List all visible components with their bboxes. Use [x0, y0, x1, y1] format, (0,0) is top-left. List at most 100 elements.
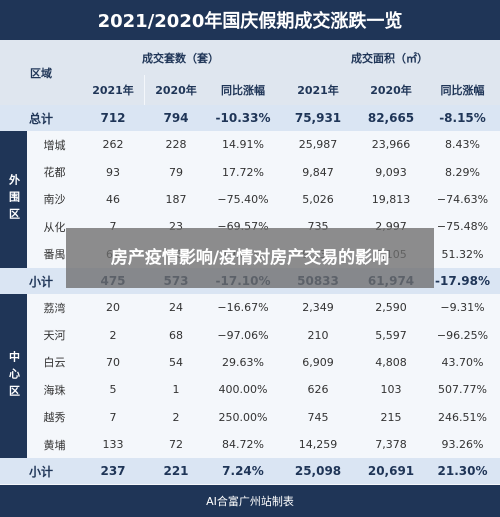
- cell: 24: [169, 301, 183, 315]
- cell: 507.77%: [438, 383, 487, 397]
- row-label: 白云: [43, 356, 66, 370]
- row-label: 总计: [28, 111, 53, 126]
- header-column: 同比涨幅: [207, 75, 279, 105]
- cell: 25,987: [298, 138, 338, 152]
- cell: 7: [109, 410, 117, 424]
- cell: -10.33%: [215, 111, 271, 125]
- cell: 237: [100, 464, 126, 479]
- cell: −96.25%: [436, 328, 489, 342]
- cell: 21.30%: [437, 464, 488, 479]
- cell: −9.31%: [440, 301, 485, 315]
- cell: 20: [106, 301, 120, 315]
- header-column: 2020年: [357, 75, 425, 105]
- row-label: 从化: [43, 220, 66, 234]
- cell: 79: [169, 165, 183, 179]
- cell: -8.15%: [439, 111, 486, 125]
- cell: 187: [165, 192, 187, 206]
- cell: 8.43%: [445, 138, 480, 152]
- header-group: 成交面积（㎡）: [279, 40, 500, 75]
- cell: 25,098: [294, 464, 342, 479]
- cell: 14.91%: [222, 138, 264, 152]
- cell: 70: [106, 355, 120, 369]
- cell: 215: [380, 410, 402, 424]
- row-label: 越秀: [43, 411, 66, 425]
- row-label: 荔湾: [43, 301, 66, 315]
- header-column: 同比涨幅: [425, 75, 500, 105]
- cell: 400.00%: [218, 383, 268, 397]
- summary-band: [0, 105, 500, 131]
- row-label: 海珠: [43, 383, 66, 397]
- cell: 23,966: [371, 138, 411, 152]
- cell: 9,847: [302, 165, 334, 179]
- footer: AI合富广州站制表: [0, 485, 500, 517]
- cell: 84.72%: [222, 438, 264, 452]
- cell: −97.06%: [217, 328, 269, 342]
- cell: 246.51%: [438, 410, 487, 424]
- cell: 7.24%: [222, 464, 264, 479]
- row-label: 花都: [43, 166, 66, 180]
- cell: -17.98%: [435, 274, 490, 288]
- cell: 9,093: [375, 165, 407, 179]
- cell: −16.67%: [217, 301, 269, 315]
- cell: 46: [106, 192, 120, 206]
- cell: 29.63%: [222, 355, 264, 369]
- row-label: 番禺: [43, 248, 66, 262]
- section-label: 中心区: [0, 294, 27, 459]
- row-label: 增城: [43, 138, 66, 152]
- overlay-caption: 房产疫情影响/疫情对房产交易的影响: [66, 228, 434, 288]
- cell: −75.48%: [436, 220, 489, 234]
- cell: 5,026: [302, 192, 334, 206]
- row-label: 黄埔: [43, 438, 66, 452]
- cell: 19,813: [371, 192, 411, 206]
- cell: 75,931: [294, 111, 342, 125]
- cell: 210: [307, 328, 329, 342]
- section-label: 外围区: [0, 131, 27, 268]
- summary-band: [0, 458, 500, 485]
- cell: 2: [172, 410, 180, 424]
- cell: 4,808: [375, 355, 407, 369]
- cell: 7,378: [375, 438, 407, 452]
- cell: 1: [172, 383, 180, 397]
- cell: 20,691: [367, 464, 415, 479]
- cell: 2: [109, 328, 117, 342]
- cell: 133: [102, 438, 124, 452]
- cell: 14,259: [298, 438, 338, 452]
- row-label: 小计: [28, 464, 53, 479]
- cell: 221: [163, 464, 189, 479]
- cell: 7: [109, 220, 117, 234]
- header-column: 2020年: [145, 75, 207, 105]
- header-column: 2021年: [279, 75, 357, 105]
- cell: 794: [163, 111, 189, 125]
- cell: 103: [380, 383, 402, 397]
- header-column: 2021年: [82, 75, 144, 105]
- row-label: 天河: [43, 329, 66, 343]
- cell: 43.70%: [441, 355, 484, 369]
- cell: 72: [169, 438, 183, 452]
- cell: −75.40%: [217, 192, 269, 206]
- cell: 626: [307, 383, 329, 397]
- title: 2021/2020年国庆假期成交涨跌一览: [0, 0, 500, 40]
- cell: 82,665: [367, 111, 415, 125]
- cell: 745: [307, 410, 329, 424]
- row-label: 小计: [28, 274, 53, 289]
- cell: 712: [100, 111, 126, 125]
- cell: 68: [169, 328, 183, 342]
- cell: 250.00%: [218, 410, 268, 424]
- cell: 93.26%: [441, 438, 484, 452]
- cell: 17.72%: [222, 165, 264, 179]
- cell: 228: [165, 138, 187, 152]
- cell: 2,349: [302, 301, 334, 315]
- cell: 51.32%: [441, 247, 484, 261]
- cell: 262: [102, 138, 124, 152]
- row-label: 南沙: [43, 193, 66, 207]
- cell: 54: [169, 355, 183, 369]
- cell: −74.63%: [436, 192, 489, 206]
- cell: 6,909: [302, 355, 334, 369]
- cell: 5: [109, 383, 117, 397]
- cell: 2,590: [375, 301, 407, 315]
- header-region: 区域: [0, 40, 82, 105]
- cell: 8.29%: [445, 165, 480, 179]
- header-group: 成交套数（套）: [82, 40, 279, 75]
- cell: 93: [106, 165, 120, 179]
